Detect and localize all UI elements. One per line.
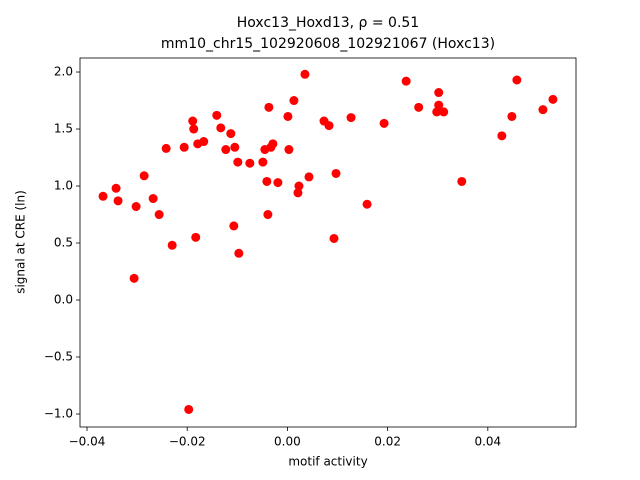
chart-subtitle: mm10_chr15_102920608_102921067 (Hoxc13) [161,36,495,52]
point [230,142,240,152]
point [229,221,239,231]
point [167,240,177,250]
point [379,118,389,128]
point [216,123,226,133]
point [111,183,121,193]
point [324,121,334,131]
point [434,88,444,98]
point [268,139,278,149]
point [129,273,139,283]
point [199,137,209,147]
point [457,176,467,186]
y-axis-label: signal at CRE (ln) [14,190,28,294]
point [284,145,294,155]
point [131,202,141,212]
point [401,76,411,86]
point [346,113,356,123]
point [329,233,339,243]
point [191,232,201,242]
y-tick-label: 0.5 [54,236,73,250]
point [221,145,231,155]
point [414,102,424,112]
point [258,157,268,167]
point [300,69,310,79]
x-tick-label: −0.02 [169,435,206,449]
point [434,100,444,110]
point [113,196,123,206]
point [264,102,274,112]
point [548,94,558,104]
point [538,105,548,115]
point [154,210,164,220]
point [293,188,303,198]
point [512,75,522,85]
point [294,181,304,191]
point [234,248,244,258]
point [262,176,272,186]
x-tick-label: −0.04 [69,435,106,449]
point [263,210,273,220]
point [439,107,449,117]
point [283,111,293,121]
chart-title: Hoxc13_Hoxd13, ρ = 0.51 [237,15,419,31]
point [245,158,255,168]
point [331,168,341,178]
point [161,143,171,153]
x-axis-label: motif activity [288,455,367,469]
point [188,116,198,126]
y-tick-label: 1.0 [54,179,73,193]
point [148,194,158,204]
x-tick-label: 0.02 [374,435,401,449]
point [362,199,372,209]
point [212,110,222,120]
point [497,131,507,141]
point [179,142,189,152]
point [226,129,236,139]
point [289,96,299,106]
point [184,404,194,414]
x-tick-label: 0.04 [474,435,501,449]
y-tick-label: 2.0 [54,65,73,79]
point [432,107,442,117]
point [98,191,108,201]
point [507,111,517,121]
point [233,157,243,167]
y-tick-label: −0.5 [44,350,73,364]
y-tick-label: −1.0 [44,407,73,421]
point [139,171,149,181]
point [304,172,314,182]
y-tick-label: 0.0 [54,293,73,307]
y-tick-label: 1.5 [54,122,73,136]
point [273,178,283,188]
x-tick-label: 0.00 [274,435,301,449]
point [189,124,199,134]
plot-frame [79,57,577,428]
